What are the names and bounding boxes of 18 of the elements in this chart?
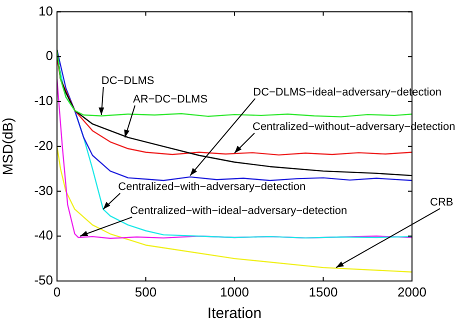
y-tick-label: -10 — [34, 93, 53, 108]
x-tick-label: 2000 — [398, 284, 426, 300]
y-tick-label: 10 — [38, 3, 53, 18]
annotation: DC−DLMS — [101, 75, 154, 88]
annotation: CRB — [430, 196, 454, 209]
y-tick-label: -20 — [34, 138, 53, 153]
y-tick-label: -30 — [34, 182, 53, 198]
y-tick-label: -50 — [34, 272, 53, 288]
y-tick-label: -40 — [34, 228, 53, 243]
y-tick-label: 0 — [46, 48, 53, 64]
y-axis-title: MSD(dB) — [0, 118, 16, 176]
x-tick-label: 1000 — [220, 284, 249, 300]
x-tick-label: 500 — [134, 284, 157, 300]
annotation: AR−DC−DLMS — [132, 93, 208, 106]
x-tick-label: 1500 — [308, 284, 338, 300]
annotation: Centralized−with−ideal−adversary−detection — [130, 205, 348, 218]
x-axis-title: Iteration — [207, 305, 262, 322]
annotation: Centralized−with−adversary−detection — [118, 181, 306, 194]
